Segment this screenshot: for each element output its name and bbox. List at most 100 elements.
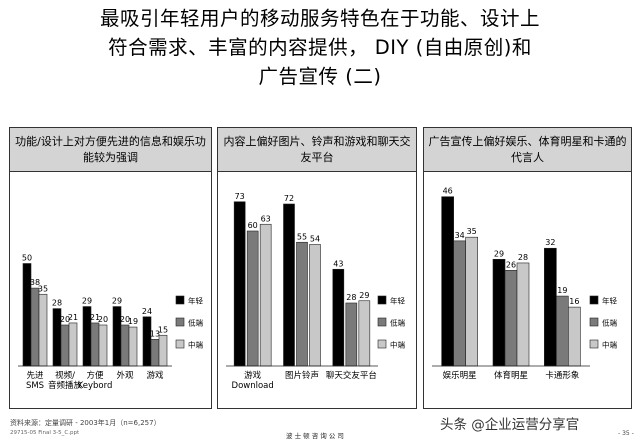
chart-panel-content: 内容上偏好图片、铃声和游戏和聊天交友平台 73 60 63 游戏 Download 72 5… [217,127,417,409]
category-label: 先进 SMS [26,370,44,391]
category-label: 方便 Keybord [78,370,113,391]
bar [516,262,530,367]
data-label: 16 [569,297,579,306]
legend-swatch [377,295,387,305]
data-label: 20 [60,315,70,324]
data-label: 29 [494,249,504,258]
category-label-line: 先进 [26,370,44,381]
footer-company: 波 士 顿 咨 询 公 司 [286,432,344,440]
legend-label: 中端 [188,340,203,350]
category-label: 游戏 Download [232,370,274,391]
data-label: 13 [150,329,160,338]
data-label: 29 [82,297,92,306]
data-label: 72 [284,194,294,203]
data-label: 46 [443,187,453,196]
category-label-line: Download [232,381,274,391]
bar [556,295,569,367]
data-label: 28 [518,253,528,262]
category-label-line: 娱乐明星 [443,370,477,381]
data-label: 28 [52,299,62,308]
data-label: 35 [467,227,477,236]
bar [128,326,138,367]
legend-swatch [377,317,387,327]
footer-source: 资料来源：定量调研 - 2003年1月（n=6,257） [10,419,161,427]
data-label: 32 [545,238,555,247]
bar [358,300,371,367]
title-line-1: 最吸引年轻用户的移动服务特色在于功能、设计上 [99,7,540,30]
chart-panel-advertising: 广告宣传上偏好娱乐、体育明星和卡通的代言人 46 34 35 娱乐明星 29 26 28 体育… [423,127,632,409]
legend-swatch [175,295,185,305]
data-label: 50 [22,254,32,263]
bar [158,334,168,367]
bar [233,201,246,367]
data-label: 54 [310,235,320,244]
category-label: 聊天交友平台 [326,370,377,381]
data-label: 63 [261,214,271,223]
data-label: 24 [142,307,152,316]
category-label-line: 图片铃声 [285,370,319,381]
data-label: 38 [30,278,40,287]
bar [309,244,321,367]
data-label: 34 [455,231,465,240]
bar [142,316,152,367]
data-label: 21 [68,313,78,322]
watermark: 头条 @企业运营分享官 [438,413,582,433]
bar [60,324,70,367]
bar [453,240,466,367]
panel-header: 功能/设计上对方便先进的信息和娱乐功能较为强调 [10,128,211,172]
data-label: 20 [98,315,108,324]
bar [465,236,478,367]
bar [296,241,308,367]
bar [568,306,581,367]
chart-panel-function: 功能/设计上对方便先进的信息和娱乐功能较为强调 50 38 35 先进 SMS 28 20 2… [9,127,212,409]
category-label: 图片铃声 [285,370,319,381]
data-label: 28 [346,293,356,302]
data-label: 29 [112,297,122,306]
category-label: 外观 [116,370,134,381]
legend-label: 低端 [188,318,203,328]
data-label: 73 [235,192,245,201]
panel-header: 内容上偏好图片、铃声和游戏和聊天交友平台 [218,128,416,172]
title-line-2: 符合需求、丰富的内容提供， DIY (自由原创)和 [108,36,532,59]
legend-label: 年轻 [188,296,203,306]
data-label: 15 [158,325,168,334]
legend-swatch [175,339,185,349]
data-label: 29 [359,291,369,300]
legend-label: 年轻 [602,296,617,306]
legend-swatch [589,339,599,349]
data-label: 26 [506,260,516,269]
category-label-line: SMS [26,381,44,391]
legend-swatch [589,317,599,327]
bar [492,258,506,367]
bar [120,324,130,367]
footer-file: 29715-05 Final 3-5_C.ppt [10,430,80,436]
title-line-3: 广告宣传 (二) [258,65,382,88]
data-label: 55 [297,232,307,241]
legend-label: 低端 [602,318,617,328]
bar [332,268,345,367]
legend-label: 年轻 [390,296,405,306]
legend-label: 中端 [602,340,617,350]
bar [68,322,78,367]
data-label: 21 [90,313,100,322]
category-label-line: 外观 [116,370,134,381]
category-label-line: 聊天交友平台 [326,370,377,381]
category-label: 娱乐明星 [443,370,477,381]
data-label: 19 [557,286,567,295]
category-label-line: 音频播放 [48,380,83,391]
category-label: 体育明星 [494,370,528,381]
category-label-line: 卡通形象 [545,370,580,381]
footer-page: - 35 - [618,430,634,437]
bar [504,270,518,367]
category-label: 视频/音频播放 [48,370,83,391]
category-label-line: 游戏 [146,370,164,381]
bar [544,247,557,367]
category-label-line: 游戏 [244,370,262,381]
bar [441,196,454,367]
bar [283,203,295,367]
category-label-line: 视频/ [55,370,75,381]
data-label: 19 [128,317,138,326]
